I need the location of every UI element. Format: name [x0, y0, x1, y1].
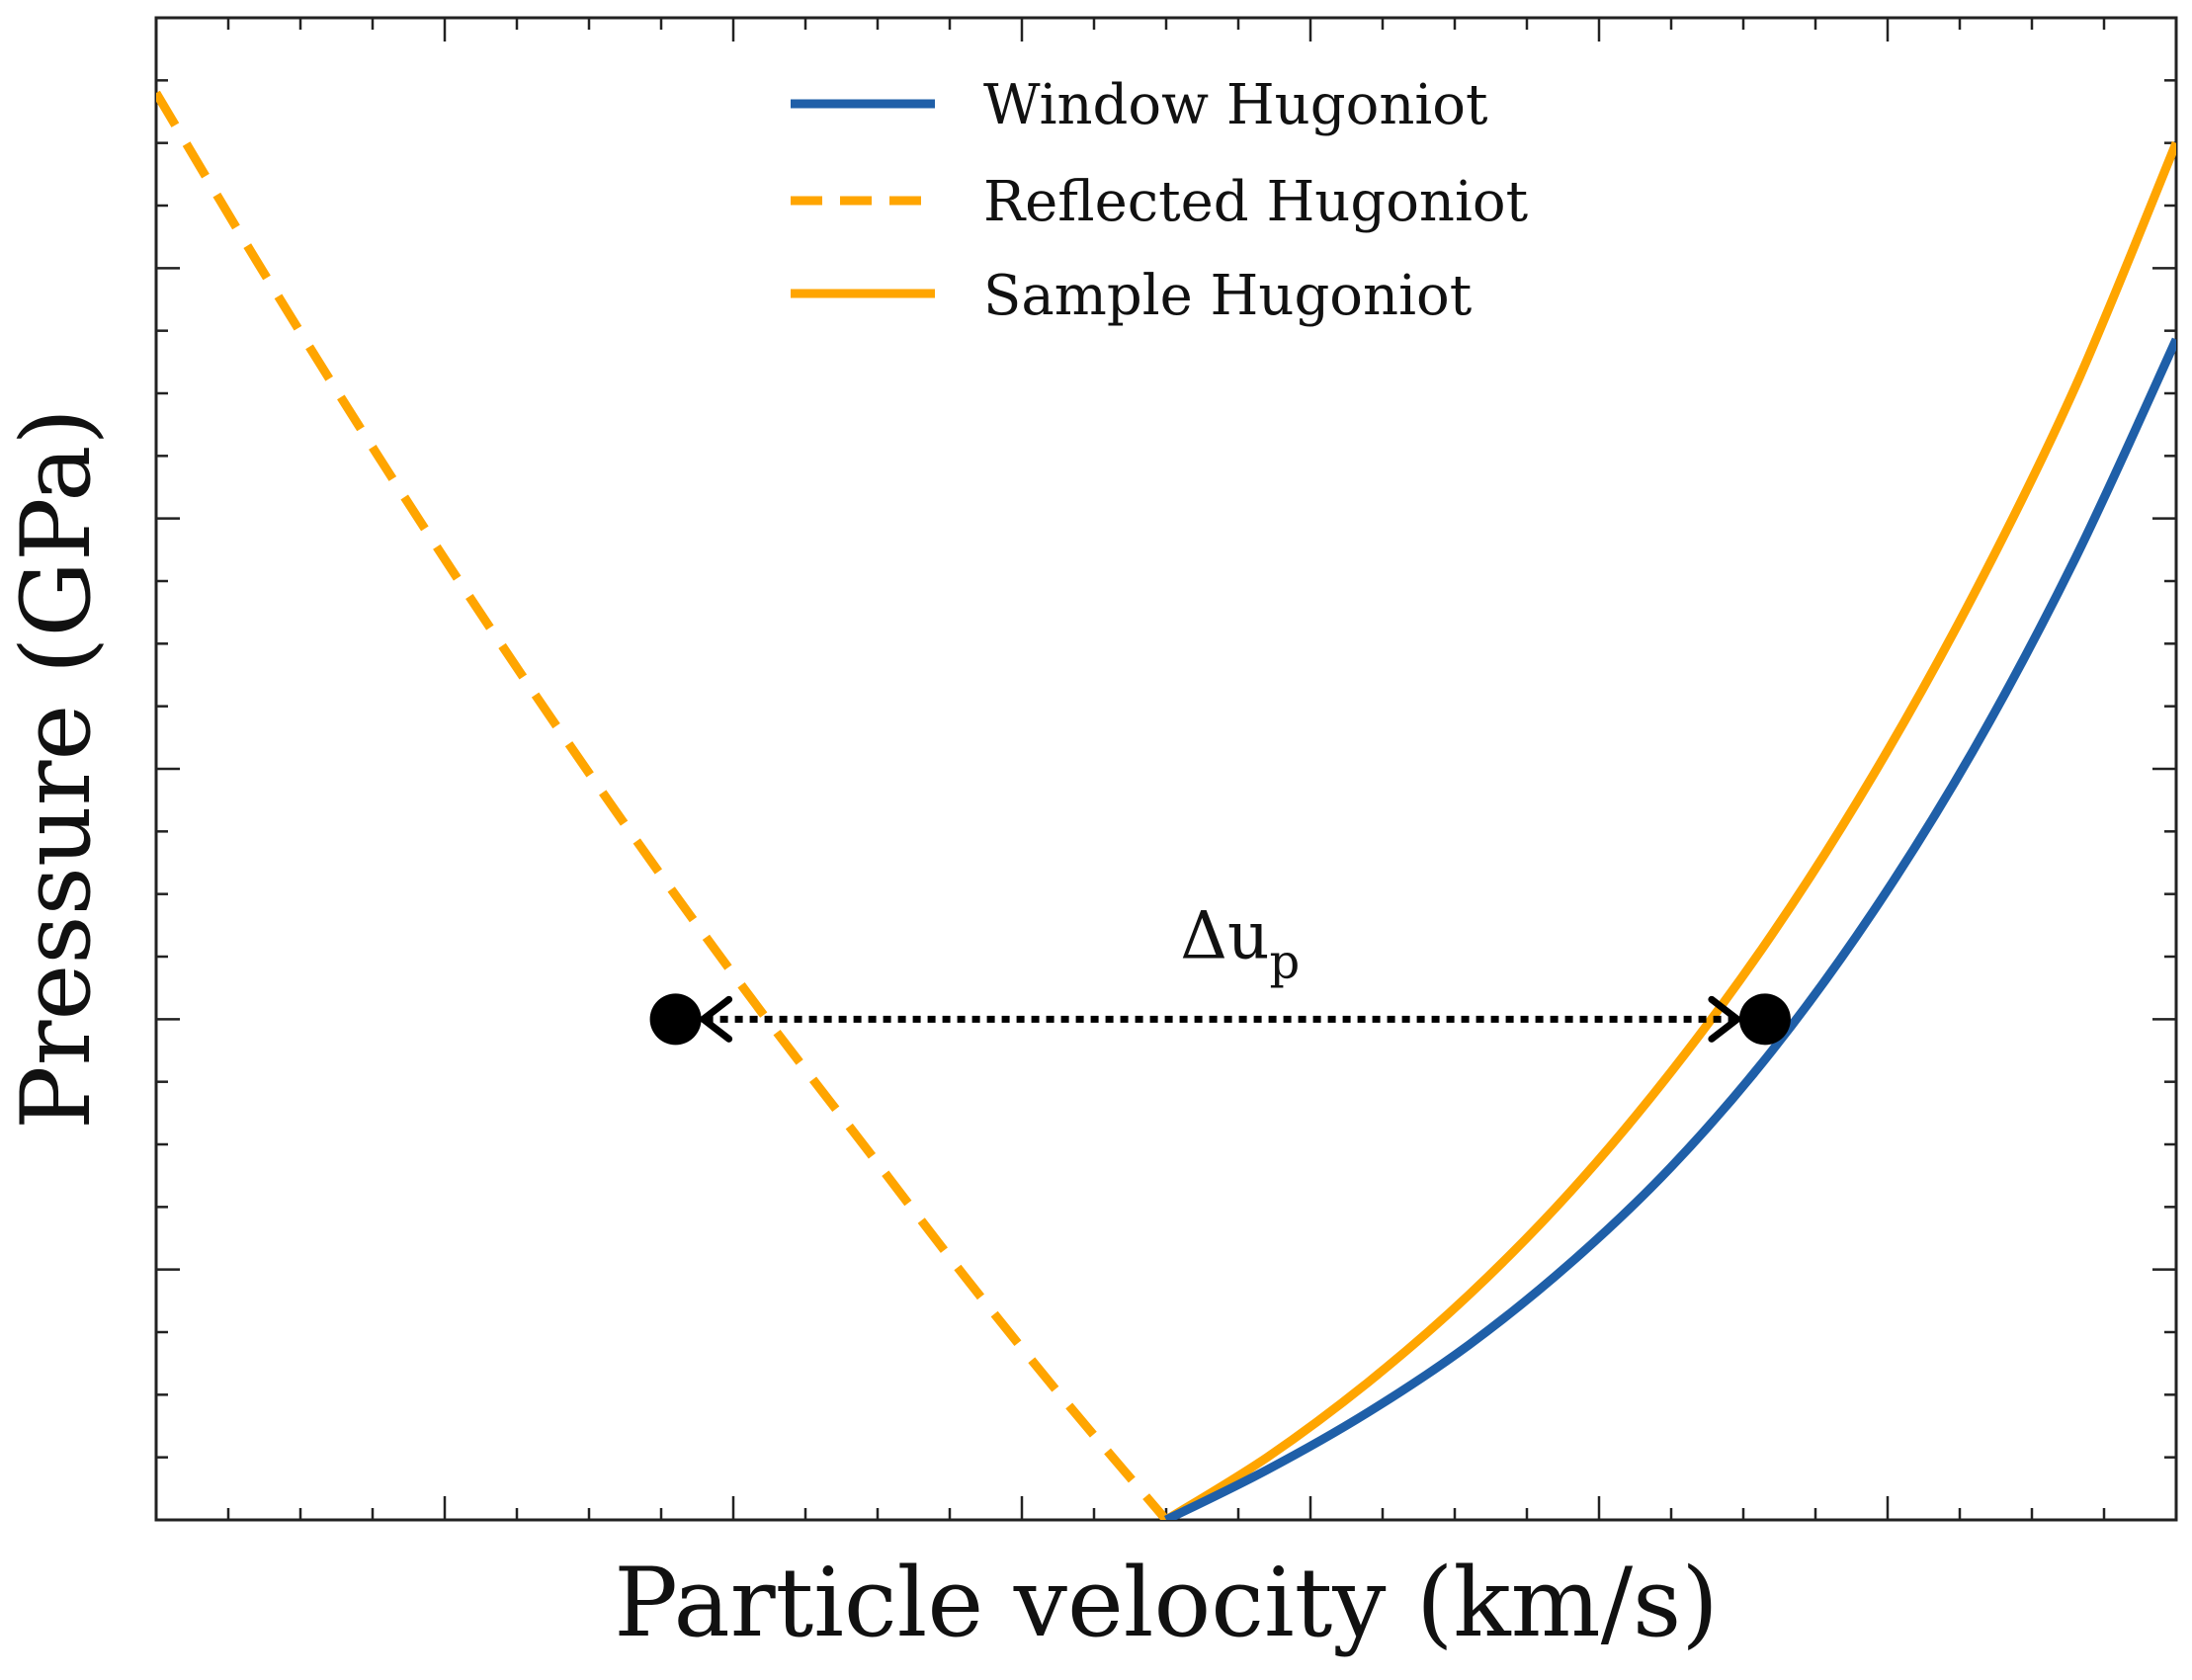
delta-up-subscript: p [1269, 934, 1300, 989]
tick-marks [156, 18, 2176, 1520]
legend: Window Hugoniot Reflected Hugoniot Sampl… [791, 73, 1529, 328]
window-point-marker [1738, 993, 1791, 1046]
legend-label-window: Window Hugoniot [983, 73, 1488, 137]
arrow-head-left [700, 995, 733, 1043]
legend-label-sample: Sample Hugoniot [983, 264, 1473, 328]
legend-label-reflected: Reflected Hugoniot [983, 170, 1529, 234]
y-axis-label: Pressure (GPa) [1, 408, 112, 1130]
series-line-sample [1163, 140, 2176, 1520]
series-layer [156, 90, 2176, 1520]
arrow-head-right [1708, 995, 1741, 1043]
series-line-window [1164, 337, 2176, 1520]
annotation-layer: Δup [649, 897, 1791, 1046]
delta-up-label: Δup [1180, 897, 1300, 989]
reflected-point-marker [649, 993, 702, 1046]
series-line-reflected [156, 90, 1170, 1520]
delta-up-symbol: Δu [1180, 897, 1269, 973]
x-axis-label: Particle velocity (km/s) [614, 1548, 1719, 1658]
plot-frame [154, 16, 2178, 1522]
